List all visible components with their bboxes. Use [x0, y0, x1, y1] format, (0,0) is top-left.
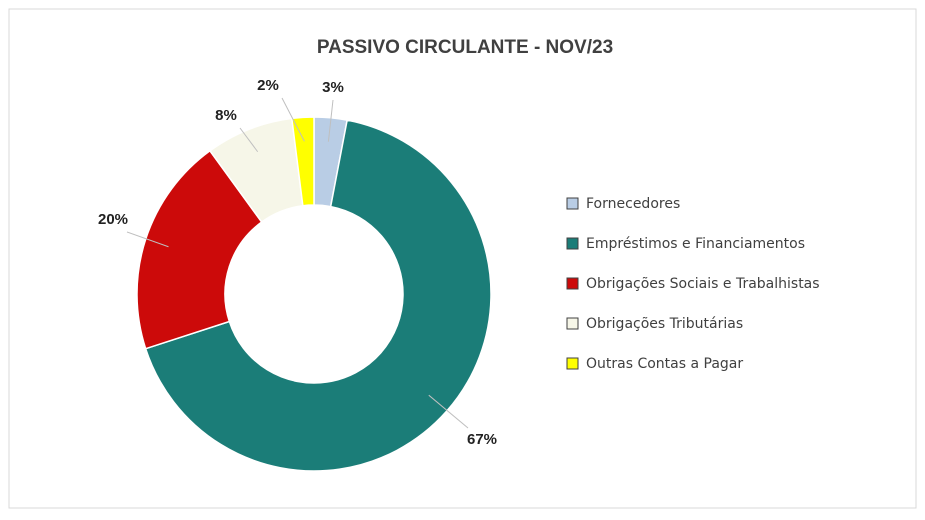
leader-line: [239, 127, 259, 153]
leader-line: [126, 231, 169, 248]
legend-swatch: [566, 357, 579, 370]
data-label: 3%: [322, 79, 344, 96]
legend-label: Obrigações Sociais e Trabalhistas: [586, 276, 820, 292]
leader-line: [281, 97, 305, 142]
legend-swatch: [566, 197, 579, 210]
donut-slice: [144, 119, 492, 472]
legend-swatch: [566, 277, 579, 290]
data-label: 67%: [467, 431, 497, 448]
data-label: 2%: [257, 77, 279, 94]
leader-line: [428, 394, 469, 429]
legend-label: Obrigações Tributárias: [586, 316, 743, 332]
data-label: 20%: [98, 211, 128, 228]
donut-slice: [290, 116, 315, 207]
donut-slice: [136, 149, 263, 350]
data-label: 8%: [215, 107, 237, 124]
legend-label: Fornecedores: [586, 196, 680, 212]
legend-label: Outras Contas a Pagar: [586, 356, 743, 372]
legend-swatch: [566, 237, 579, 250]
legend-swatch: [566, 317, 579, 330]
legend-label: Empréstimos e Financiamentos: [586, 236, 805, 252]
leader-line: [327, 99, 334, 142]
chart-title: PASSIVO CIRCULANTE - NOV/23: [317, 37, 613, 58]
